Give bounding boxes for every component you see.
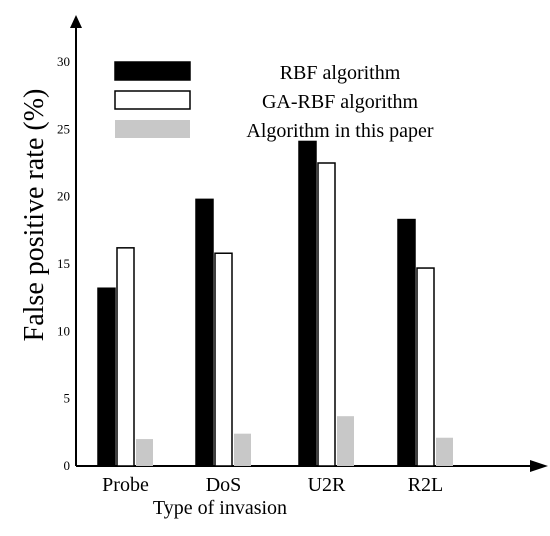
x-axis-title: Type of invasion xyxy=(153,497,287,519)
bar-proposed-r2l xyxy=(436,437,453,466)
category-label: R2L xyxy=(408,474,444,496)
legend-swatch xyxy=(114,90,191,110)
legend-swatch xyxy=(115,120,190,138)
legend: RBF algorithm GA-RBF algorithm Algorithm i… xyxy=(114,61,434,142)
bar-rbf-probe xyxy=(97,287,116,467)
bar-rbf-u2r xyxy=(298,140,317,467)
bar-ga-rbf-probe xyxy=(116,247,135,467)
y-tick-label: 20 xyxy=(57,189,70,204)
y-tick-label: 25 xyxy=(57,121,70,136)
bar-proposed-probe xyxy=(136,439,153,466)
legend-swatch xyxy=(114,61,191,81)
legend-label: GA-RBF algorithm xyxy=(262,91,419,113)
y-tick-label: 5 xyxy=(64,391,71,406)
category-label: DoS xyxy=(206,474,242,496)
bars xyxy=(97,140,453,467)
y-axis-title: False positive rate (%) xyxy=(19,89,50,342)
bar-rbf-r2l xyxy=(397,218,416,467)
legend-label: Algorithm in this paper xyxy=(246,120,434,142)
y-tick-label: 10 xyxy=(57,323,70,338)
bar-ga-rbf-r2l xyxy=(416,267,435,467)
labels: 0 5 10 15 20 25 30 Probe DoS U2R R2L Type of invasi… xyxy=(19,54,443,519)
bar-proposed-u2r xyxy=(337,416,354,466)
y-axis-arrow xyxy=(70,15,82,28)
legend-label: RBF algorithm xyxy=(280,62,401,84)
bar-ga-rbf-dos xyxy=(214,252,233,467)
bar-rbf-dos xyxy=(195,198,214,467)
bar-proposed-dos xyxy=(234,433,251,466)
category-label: U2R xyxy=(308,474,346,496)
category-label: Probe xyxy=(102,474,149,496)
x-axis-arrow xyxy=(530,460,548,472)
y-tick-label: 0 xyxy=(64,458,71,473)
y-tick-label: 15 xyxy=(57,256,70,271)
y-tick-label: 30 xyxy=(57,54,70,69)
bar-ga-rbf-u2r xyxy=(317,162,336,467)
